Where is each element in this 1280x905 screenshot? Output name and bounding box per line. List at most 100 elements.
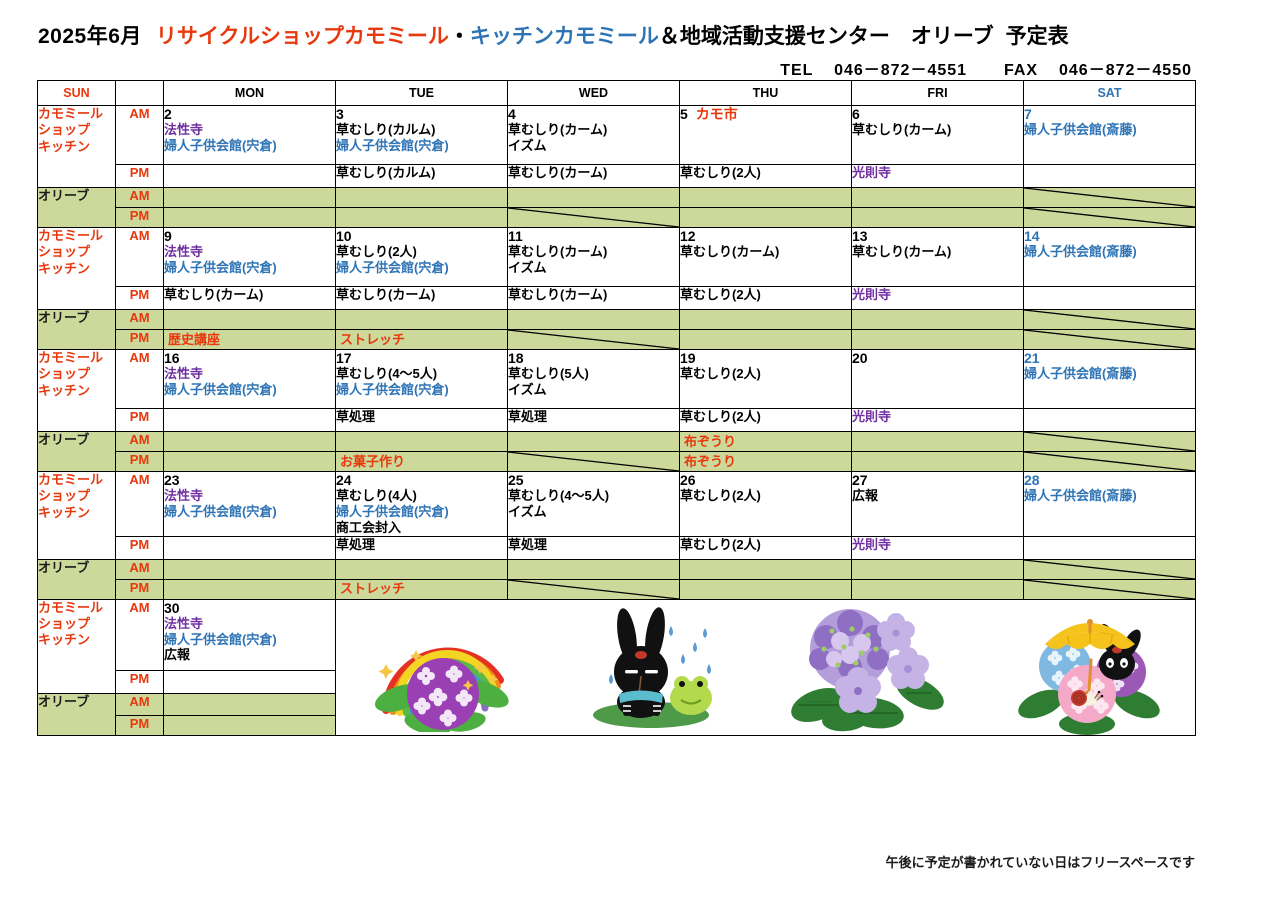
schedule-cell-fri[interactable]: 光則寺 [851, 535, 1024, 560]
schedule-cell-thu[interactable]: 布ぞうり [679, 451, 852, 472]
schedule-cell-mon[interactable] [163, 309, 336, 330]
schedule-cell-wed[interactable]: 25 草むしり(4～5人) イズム [507, 471, 680, 537]
schedule-cell-wed[interactable]: 草処理 [507, 408, 680, 432]
schedule-cell-fri[interactable]: 光則寺 [851, 286, 1024, 310]
schedule-cell-fri[interactable] [851, 558, 1024, 580]
schedule-cell-mon[interactable]: 草むしり(カーム) [163, 286, 336, 310]
schedule-cell-mon[interactable]: 9 法性寺 婦人子供会館(宍倉) [163, 227, 336, 287]
schedule-cell-mon[interactable]: 2 法性寺 婦人子供会館(宍倉) [163, 105, 336, 165]
schedule-cell-thu[interactable] [679, 558, 852, 580]
schedule-cell-tue[interactable]: 24 草むしり(4人) 婦人子供会館(宍倉) 商工会封入 [335, 471, 508, 537]
schedule-cell-fri[interactable] [851, 187, 1024, 208]
schedule-cell-wed[interactable]: 草むしり(カーム) [507, 164, 680, 188]
schedule-cell-wed[interactable]: 18 草むしり(5人) イズム [507, 349, 680, 409]
schedule-cell-thu[interactable] [679, 309, 852, 330]
schedule-cell-wed[interactable]: 草処理 [507, 535, 680, 560]
schedule-cell-mon[interactable] [163, 207, 336, 228]
schedule-cell-sat[interactable] [1023, 535, 1196, 560]
schedule-cell-mon[interactable] [163, 451, 336, 472]
schedule-cell-sat[interactable] [1023, 558, 1196, 580]
schedule-cell-fri[interactable]: 13 草むしり(カーム) [851, 227, 1024, 287]
schedule-cell-thu[interactable]: 草むしり(2人) [679, 408, 852, 432]
schedule-cell-tue[interactable] [335, 558, 508, 580]
schedule-cell-tue[interactable] [335, 309, 508, 330]
schedule-cell-mon[interactable]: 16 法性寺 婦人子供会館(宍倉) [163, 349, 336, 409]
schedule-cell-wed[interactable] [507, 329, 680, 350]
schedule-cell-sat[interactable]: 14 婦人子供会館(斎藤) [1023, 227, 1196, 287]
schedule-cell-mon[interactable] [163, 558, 336, 580]
schedule-cell-tue[interactable] [335, 431, 508, 452]
schedule-cell-wed[interactable] [507, 578, 680, 600]
schedule-cell-thu[interactable]: 草むしり(2人) [679, 535, 852, 560]
schedule-cell-tue[interactable]: 17 草むしり(4～5人) 婦人子供会館(宍倉) [335, 349, 508, 409]
schedule-cell-wed[interactable] [507, 558, 680, 580]
schedule-cell-fri[interactable] [851, 431, 1024, 452]
schedule-cell-sat[interactable] [1023, 578, 1196, 600]
schedule-cell-sat[interactable] [1023, 329, 1196, 350]
schedule-cell-tue[interactable]: 3 草むしり(カルム) 婦人子供会館(宍倉) [335, 105, 508, 165]
schedule-cell-sat[interactable] [1023, 207, 1196, 228]
schedule-cell-tue[interactable]: お菓子作り [335, 451, 508, 472]
schedule-cell-thu[interactable] [679, 578, 852, 600]
schedule-cell-mon[interactable] [163, 408, 336, 432]
schedule-cell-mon[interactable]: 30 法性寺 婦人子供会館(宍倉) 広報 [163, 598, 336, 671]
schedule-cell-tue[interactable]: 草処理 [335, 408, 508, 432]
schedule-cell-fri[interactable] [851, 451, 1024, 472]
schedule-cell-mon[interactable]: 歴史講座 [163, 329, 336, 350]
schedule-cell-thu[interactable]: 19 草むしり(2人) [679, 349, 852, 409]
schedule-cell-sat[interactable] [1023, 408, 1196, 432]
schedule-cell-thu[interactable] [679, 207, 852, 228]
schedule-cell-wed[interactable] [507, 207, 680, 228]
schedule-cell-wed[interactable] [507, 309, 680, 330]
schedule-cell-sat[interactable]: 21 婦人子供会館(斎藤) [1023, 349, 1196, 409]
schedule-cell-sat[interactable] [1023, 286, 1196, 310]
schedule-cell-sat[interactable] [1023, 187, 1196, 208]
schedule-cell-mon[interactable] [163, 578, 336, 600]
schedule-cell-wed[interactable] [507, 431, 680, 452]
schedule-cell-fri[interactable]: 光則寺 [851, 164, 1024, 188]
schedule-cell-sat[interactable] [1023, 451, 1196, 472]
schedule-cell-mon[interactable] [163, 187, 336, 208]
schedule-cell-mon[interactable] [163, 669, 336, 694]
schedule-cell-fri[interactable] [851, 329, 1024, 350]
schedule-cell-sat[interactable] [1023, 164, 1196, 188]
schedule-cell-tue[interactable] [335, 207, 508, 228]
schedule-cell-sat[interactable]: 28 婦人子供会館(斎藤) [1023, 471, 1196, 537]
schedule-cell-thu[interactable]: 布ぞうり [679, 431, 852, 452]
schedule-cell-tue[interactable]: 草むしり(カルム) [335, 164, 508, 188]
schedule-cell-sat[interactable] [1023, 309, 1196, 330]
schedule-cell-tue[interactable] [335, 187, 508, 208]
schedule-cell-thu[interactable]: 草むしり(2人) [679, 164, 852, 188]
schedule-cell-mon[interactable] [163, 692, 336, 716]
schedule-cell-mon[interactable] [163, 714, 336, 736]
schedule-cell-wed[interactable]: 4 草むしり(カーム) イズム [507, 105, 680, 165]
schedule-cell-mon[interactable]: 23 法性寺 婦人子供会館(宍倉) [163, 471, 336, 537]
schedule-cell-thu[interactable]: 草むしり(2人) [679, 286, 852, 310]
schedule-cell-thu[interactable]: 5 カモ市 [679, 105, 852, 165]
schedule-cell-fri[interactable] [851, 309, 1024, 330]
schedule-cell-mon[interactable] [163, 164, 336, 188]
schedule-cell-wed[interactable] [507, 187, 680, 208]
schedule-cell-wed[interactable]: 草むしり(カーム) [507, 286, 680, 310]
schedule-cell-fri[interactable]: 20 [851, 349, 1024, 409]
schedule-cell-mon[interactable] [163, 431, 336, 452]
schedule-cell-thu[interactable] [679, 329, 852, 350]
schedule-cell-thu[interactable]: 12 草むしり(カーム) [679, 227, 852, 287]
schedule-cell-thu[interactable]: 26 草むしり(2人) [679, 471, 852, 537]
schedule-cell-wed[interactable]: 11 草むしり(カーム) イズム [507, 227, 680, 287]
schedule-cell-wed[interactable] [507, 451, 680, 472]
schedule-cell-fri[interactable] [851, 207, 1024, 228]
schedule-cell-fri[interactable]: 27 広報 [851, 471, 1024, 537]
schedule-cell-mon[interactable] [163, 535, 336, 560]
schedule-cell-tue[interactable]: 草処理 [335, 535, 508, 560]
schedule-cell-tue[interactable]: ストレッチ [335, 329, 508, 350]
schedule-cell-fri[interactable] [851, 578, 1024, 600]
schedule-cell-tue[interactable]: 草むしり(カーム) [335, 286, 508, 310]
schedule-cell-sat[interactable]: 7 婦人子供会館(斎藤) [1023, 105, 1196, 165]
schedule-cell-tue[interactable]: ストレッチ [335, 578, 508, 600]
schedule-cell-sat[interactable] [1023, 431, 1196, 452]
schedule-cell-fri[interactable]: 光則寺 [851, 408, 1024, 432]
schedule-cell-thu[interactable] [679, 187, 852, 208]
schedule-cell-fri[interactable]: 6 草むしり(カーム) [851, 105, 1024, 165]
schedule-cell-tue[interactable]: 10 草むしり(2人) 婦人子供会館(宍倉) [335, 227, 508, 287]
